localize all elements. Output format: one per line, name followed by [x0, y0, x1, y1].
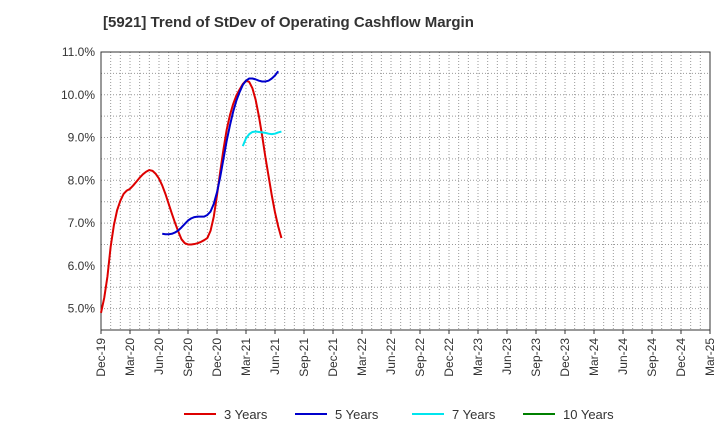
- x-tick-label: Sep-20: [181, 338, 195, 377]
- legend-label: 5 Years: [335, 407, 379, 422]
- y-tick-label: 9.0%: [68, 131, 96, 145]
- x-tick-label: Mar-21: [239, 338, 253, 376]
- x-tick-label: Sep-23: [529, 338, 543, 377]
- x-tick-label: Sep-22: [413, 338, 427, 377]
- y-tick-label: 10.0%: [61, 88, 95, 102]
- x-tick-label: Jun-24: [616, 338, 630, 375]
- x-tick-label: Dec-24: [674, 338, 688, 377]
- x-tick-label: Jun-22: [384, 338, 398, 375]
- y-tick-label: 8.0%: [68, 173, 96, 187]
- legend-label: 10 Years: [563, 407, 614, 422]
- x-tick-label: Sep-21: [297, 338, 311, 377]
- chart-title: [5921] Trend of StDev of Operating Cashf…: [103, 14, 474, 31]
- x-tick-label: Mar-22: [355, 338, 369, 376]
- x-tick-label: Jun-20: [152, 338, 166, 375]
- x-tick-label: Mar-23: [471, 338, 485, 376]
- x-tick-label: Jun-23: [500, 338, 514, 375]
- x-tick-label: Sep-24: [645, 338, 659, 377]
- x-tick-label: Dec-21: [326, 338, 340, 377]
- plot-area: [101, 52, 710, 330]
- y-tick-label: 6.0%: [68, 259, 96, 273]
- x-tick-label: Dec-23: [558, 338, 572, 377]
- legend-label: 7 Years: [452, 407, 496, 422]
- series-line-7-years: [241, 130, 282, 147]
- y-tick-label: 5.0%: [68, 302, 96, 316]
- x-tick-label: Dec-22: [442, 338, 456, 377]
- legend-label: 3 Years: [224, 407, 268, 422]
- y-tick-label: 11.0%: [62, 45, 95, 59]
- x-tick-label: Dec-19: [94, 338, 108, 377]
- x-tick-label: Mar-25: [703, 338, 717, 376]
- plot-border: [100, 51, 711, 331]
- x-tick-label: Dec-20: [210, 338, 224, 377]
- series-line-5-years: [162, 70, 280, 236]
- x-tick-label: Jun-21: [268, 338, 282, 375]
- x-tick-label: Mar-24: [587, 338, 601, 376]
- series-line-3-years: [100, 79, 283, 314]
- y-tick-label: 7.0%: [68, 216, 96, 230]
- x-tick-label: Mar-20: [123, 338, 137, 376]
